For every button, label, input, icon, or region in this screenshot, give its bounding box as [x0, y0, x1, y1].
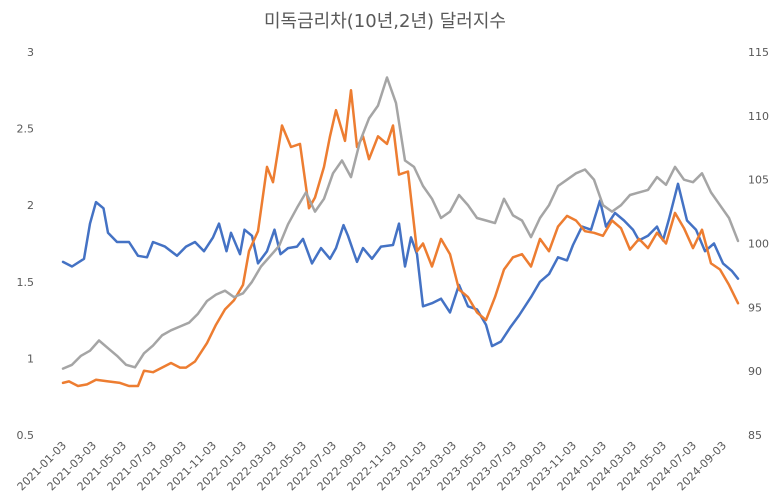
x-axis-ticks: 2021-01-032021-03-032021-05-032021-07-03…: [15, 439, 729, 493]
right-tick-label: 105: [748, 174, 769, 187]
left-axis-ticks: 0.5 1 1.5 2 2.5 3: [17, 46, 35, 442]
left-tick-label: 0.5: [17, 429, 35, 442]
chart-title: 미독금리차(10년,2년) 달러지수: [264, 11, 506, 32]
right-tick-label: 85: [748, 429, 762, 442]
right-axis-ticks: 85 90 95 100 105 110 115: [748, 46, 769, 442]
right-tick-label: 90: [748, 365, 762, 378]
left-tick-label: 1: [27, 352, 34, 365]
series-line-orange: [61, 89, 740, 388]
series-line-gray: [61, 76, 740, 370]
left-tick-label: 2.5: [17, 123, 35, 136]
left-tick-label: 1.5: [17, 276, 35, 289]
right-tick-label: 95: [748, 301, 762, 314]
right-tick-label: 100: [748, 238, 769, 251]
series-line-blue: [61, 182, 740, 348]
left-tick-label: 3: [27, 46, 34, 59]
left-tick-label: 2: [27, 199, 34, 212]
right-tick-label: 110: [748, 110, 769, 123]
right-tick-label: 115: [748, 46, 769, 59]
series-group: [61, 76, 740, 388]
